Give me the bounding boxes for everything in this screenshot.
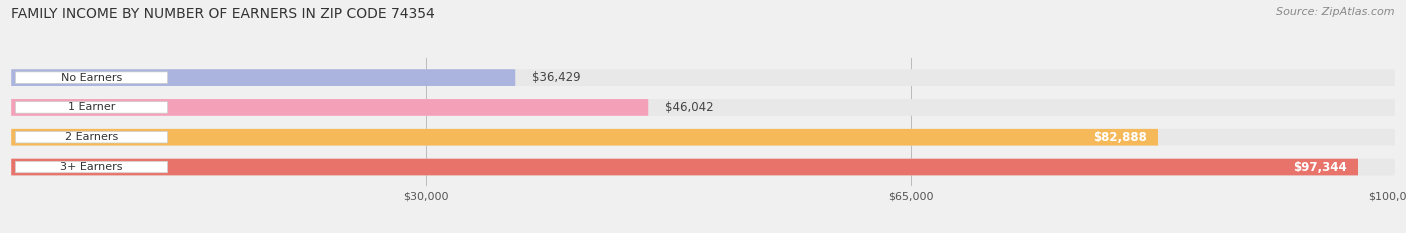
Text: $97,344: $97,344 xyxy=(1294,161,1347,174)
FancyBboxPatch shape xyxy=(11,129,1395,146)
Text: $46,042: $46,042 xyxy=(665,101,713,114)
FancyBboxPatch shape xyxy=(11,99,1395,116)
Text: No Earners: No Earners xyxy=(60,73,122,83)
Text: FAMILY INCOME BY NUMBER OF EARNERS IN ZIP CODE 74354: FAMILY INCOME BY NUMBER OF EARNERS IN ZI… xyxy=(11,7,434,21)
Text: 3+ Earners: 3+ Earners xyxy=(60,162,122,172)
Text: 2 Earners: 2 Earners xyxy=(65,132,118,142)
FancyBboxPatch shape xyxy=(15,131,167,143)
FancyBboxPatch shape xyxy=(11,159,1395,175)
FancyBboxPatch shape xyxy=(15,72,167,83)
FancyBboxPatch shape xyxy=(11,69,1395,86)
FancyBboxPatch shape xyxy=(15,102,167,113)
Text: $36,429: $36,429 xyxy=(531,71,581,84)
FancyBboxPatch shape xyxy=(11,99,648,116)
Text: Source: ZipAtlas.com: Source: ZipAtlas.com xyxy=(1277,7,1395,17)
FancyBboxPatch shape xyxy=(11,159,1358,175)
Text: $82,888: $82,888 xyxy=(1092,131,1147,144)
Text: 1 Earner: 1 Earner xyxy=(67,103,115,113)
FancyBboxPatch shape xyxy=(15,161,167,173)
FancyBboxPatch shape xyxy=(11,129,1159,146)
FancyBboxPatch shape xyxy=(11,69,515,86)
